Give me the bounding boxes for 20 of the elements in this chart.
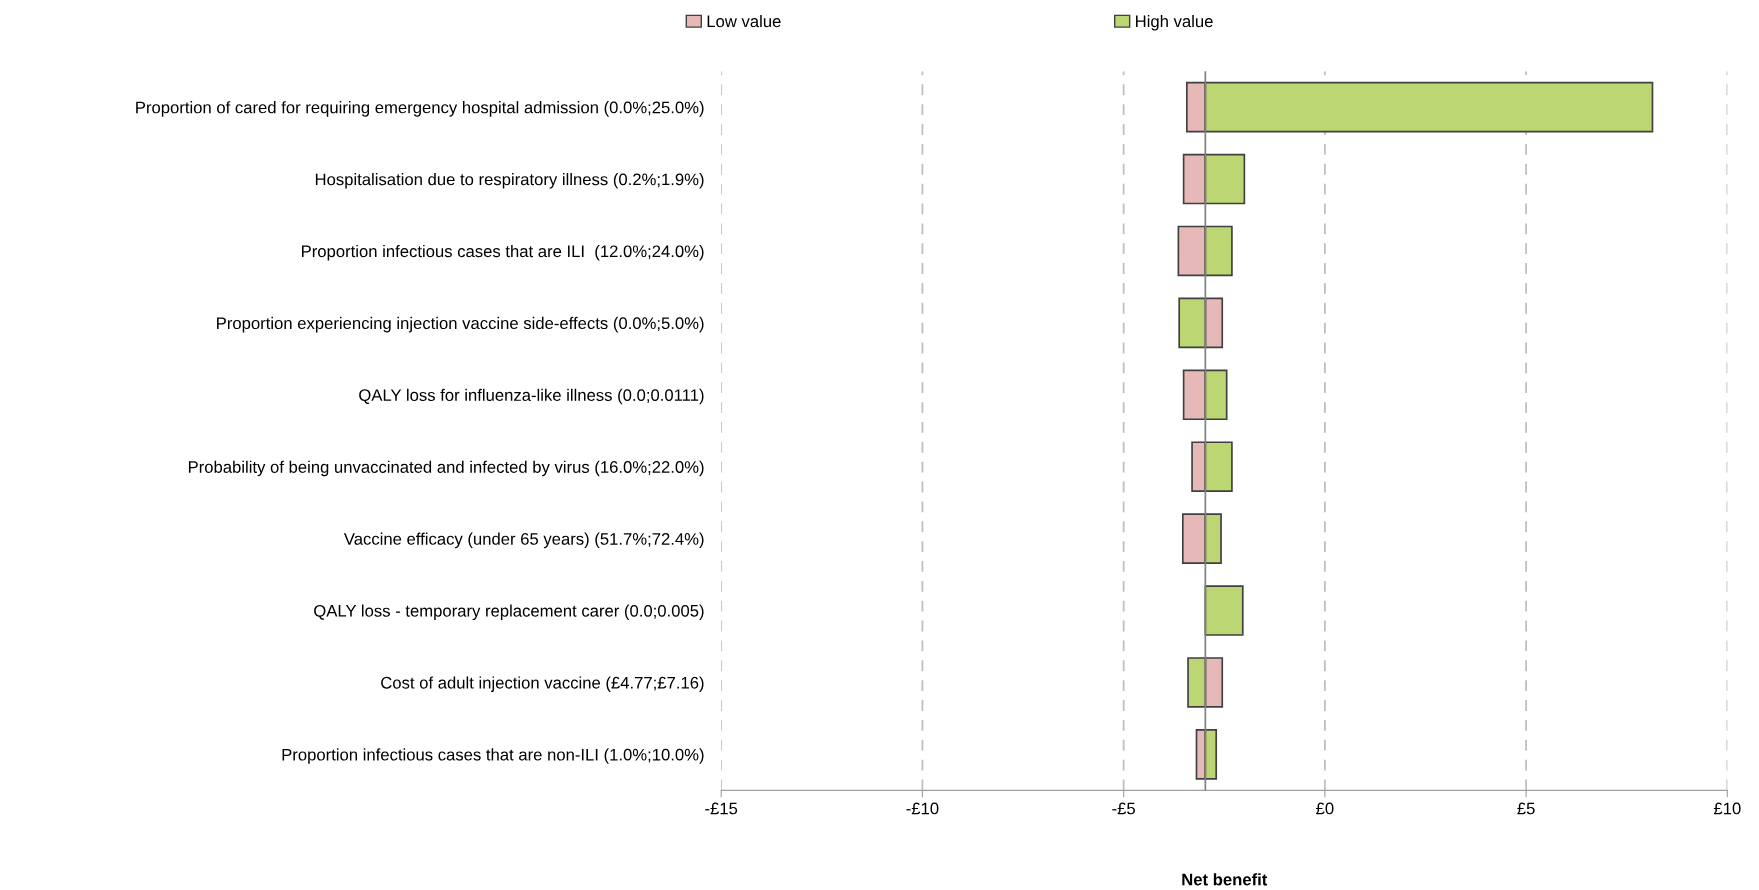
y-tick-label: QALY loss for influenza-like illness (0.0;0.0111): [359, 388, 704, 405]
x-tick-label: £10: [1713, 802, 1741, 815]
x-tick-label: -£15: [705, 802, 738, 815]
legend-label: Low value: [707, 15, 781, 28]
x-tick-label: £5: [1517, 802, 1535, 815]
y-tick-label: QALY loss - temporary replacement carer (0.0;0.005): [314, 604, 704, 621]
x-tick-label: -£5: [1112, 802, 1135, 815]
x-tick-label: £0: [1316, 802, 1334, 815]
x-tick-label: -£10: [906, 802, 939, 815]
y-tick-label: Proportion infectious cases that are non-ILI (1.0%;10.0%): [282, 748, 704, 764]
y-tick-label: Proportion infectious cases that are ILI (12.0%;24.0%): [301, 244, 704, 261]
legend-label: High value: [1136, 15, 1213, 31]
y-tick-label: Hospitalisation due to respiratory illness (0.2%;1.9%): [315, 173, 704, 189]
y-tick-label: Proportion experiencing injection vaccine side-effects (0.0%;5.0%): [217, 316, 704, 333]
y-tick-label: Vaccine efficacy (under 65 years) (51.7%;72.4%): [343, 532, 704, 549]
y-tick-label: Probability of being unvaccinated and infected by virus (16.0%;22.0%): [188, 460, 704, 477]
y-tick-label: Proportion of cared for requiring emergency hospital admission (0.0%;25.0%): [136, 101, 704, 117]
y-tick-label: Cost of adult injection vaccine (£4.77;£7.16): [381, 676, 704, 692]
bar: [1204, 585, 1244, 636]
x-axis-title: Net benefit: [1182, 873, 1268, 886]
